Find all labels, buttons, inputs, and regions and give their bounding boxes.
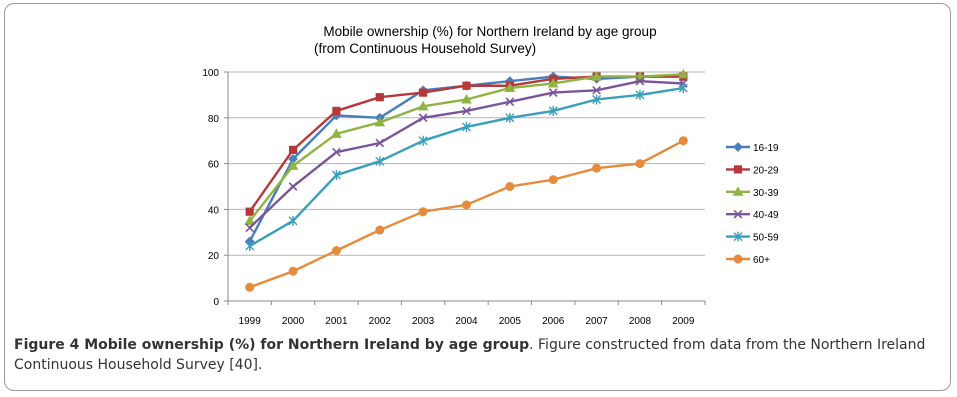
data-point bbox=[245, 207, 254, 216]
y-tick-label: 100 bbox=[202, 68, 219, 79]
series-line bbox=[249, 139, 684, 289]
data-point bbox=[245, 241, 255, 252]
data-point bbox=[547, 77, 559, 88]
data-point bbox=[462, 121, 471, 132]
x-tick-label: 2007 bbox=[585, 316, 608, 327]
x-tick-label: 2003 bbox=[412, 316, 435, 327]
x-tick-label: 1999 bbox=[239, 316, 262, 327]
data-point bbox=[548, 105, 558, 116]
data-point bbox=[417, 100, 429, 111]
data-point bbox=[592, 85, 601, 95]
data-point bbox=[678, 136, 688, 146]
y-tick-label: 0 bbox=[213, 297, 219, 308]
x-tick-label: 2005 bbox=[499, 316, 522, 327]
data-point bbox=[462, 81, 471, 90]
data-point bbox=[592, 163, 602, 173]
data-point bbox=[332, 106, 341, 116]
x-tick-label: 2006 bbox=[542, 316, 565, 327]
y-tick-label: 80 bbox=[208, 114, 220, 125]
data-point bbox=[331, 128, 342, 138]
data-point bbox=[375, 156, 385, 167]
x-tick-label: 2002 bbox=[369, 316, 392, 327]
legend-label: 40-49 bbox=[753, 210, 779, 221]
data-point bbox=[462, 106, 471, 116]
caption-text: . Figure constructed from data from the … bbox=[14, 337, 926, 373]
data-point bbox=[505, 97, 515, 107]
y-tick-label: 20 bbox=[208, 251, 220, 262]
data-point bbox=[332, 147, 341, 157]
data-point bbox=[418, 113, 428, 123]
data-point bbox=[635, 76, 645, 86]
data-point bbox=[732, 186, 744, 196]
data-point bbox=[505, 112, 515, 123]
x-tick-label: 2008 bbox=[629, 316, 652, 327]
figure-frame bbox=[4, 3, 951, 391]
data-point bbox=[733, 165, 743, 174]
data-point bbox=[418, 135, 428, 146]
x-tick-label: 2004 bbox=[455, 316, 478, 327]
data-point bbox=[374, 116, 386, 127]
caption-title: Figure 4 Mobile ownership (%) for Northe… bbox=[14, 337, 530, 353]
data-point bbox=[419, 88, 428, 97]
data-point bbox=[287, 160, 299, 170]
chart-title: Mobile ownership (%) for Northern Irelan… bbox=[323, 24, 656, 39]
data-point bbox=[331, 170, 341, 181]
data-point bbox=[548, 175, 558, 185]
data-point bbox=[591, 71, 602, 81]
data-point bbox=[418, 207, 428, 217]
data-point bbox=[245, 223, 255, 233]
legend-label: 50-59 bbox=[753, 233, 779, 244]
data-point bbox=[635, 159, 645, 169]
data-point bbox=[635, 89, 645, 100]
data-point bbox=[504, 82, 516, 93]
figure-caption: Figure 4 Mobile ownership (%) for Northe… bbox=[14, 335, 944, 375]
legend-label: 30-39 bbox=[753, 188, 779, 199]
data-point bbox=[375, 138, 385, 148]
data-point bbox=[288, 145, 298, 154]
data-point bbox=[592, 94, 602, 105]
data-point bbox=[678, 83, 688, 94]
x-tick-label: 2009 bbox=[672, 316, 695, 327]
data-point bbox=[733, 254, 743, 264]
data-point bbox=[375, 93, 384, 102]
data-point bbox=[375, 225, 385, 235]
data-point bbox=[548, 88, 558, 97]
data-point bbox=[331, 246, 341, 256]
data-point bbox=[461, 93, 472, 104]
chart-subtitle: (from Continuous Household Survey) bbox=[314, 41, 536, 56]
data-point bbox=[288, 266, 298, 276]
data-point bbox=[733, 209, 743, 219]
legend-label: 16-19 bbox=[753, 143, 779, 154]
y-tick-label: 40 bbox=[208, 205, 220, 216]
x-tick-label: 2000 bbox=[282, 316, 305, 327]
data-point bbox=[245, 282, 255, 292]
y-tick-label: 60 bbox=[208, 160, 220, 171]
data-point bbox=[677, 68, 689, 79]
data-point bbox=[288, 182, 298, 191]
data-point bbox=[244, 215, 256, 225]
data-point bbox=[733, 142, 743, 152]
legend-label: 60+ bbox=[753, 255, 770, 266]
data-point bbox=[462, 200, 471, 210]
data-point bbox=[505, 182, 515, 191]
legend-label: 20-29 bbox=[753, 165, 779, 176]
x-tick-label: 2001 bbox=[325, 316, 348, 327]
data-point bbox=[733, 231, 743, 242]
data-point bbox=[288, 215, 298, 226]
